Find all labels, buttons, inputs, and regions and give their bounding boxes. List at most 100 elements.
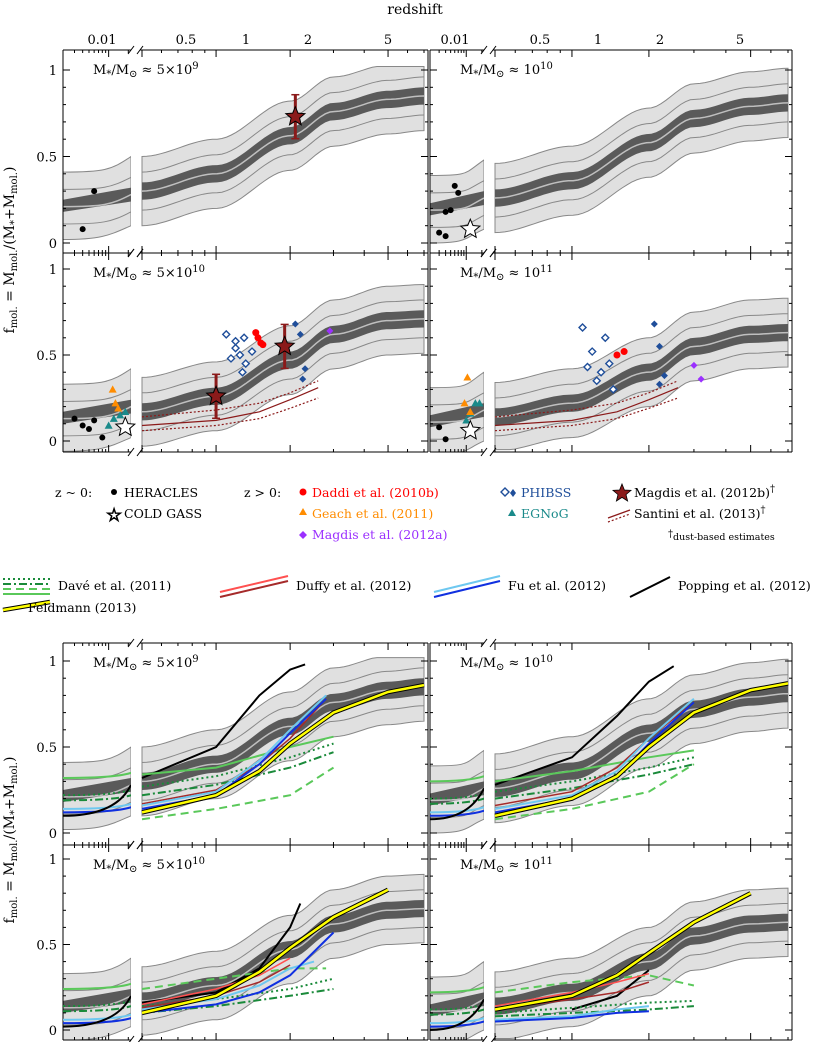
phibss-point	[291, 320, 299, 328]
model-band-upper-line	[141, 76, 425, 173]
cold-gass-point	[114, 415, 137, 437]
model-band-outer	[141, 66, 425, 227]
local-model-curve	[430, 1008, 484, 1016]
axis-break-mark	[127, 45, 135, 55]
x-tick-label-1-right: 1	[594, 33, 602, 48]
panel-3: M*/M⊙ ≈ 1011	[429, 248, 793, 457]
model-band-inner	[495, 913, 788, 1015]
legend-magdis-a: Magdis et al. (2012a)	[312, 527, 447, 542]
egnog-point	[116, 411, 125, 419]
model-band-lower-line	[494, 940, 789, 1026]
magdis-b-point	[205, 385, 227, 406]
highz-region	[141, 66, 425, 227]
local-model-curve	[63, 771, 131, 779]
axis-break-mark	[489, 45, 497, 55]
local-model-curve	[63, 794, 131, 802]
y-axis-title-top: fmol. = Mmol./(M*+Mmol.)	[2, 167, 20, 334]
x-tick-label-0.01-left: 0.01	[88, 33, 117, 48]
local-band-lower-line	[63, 211, 131, 225]
mass-label: M*/M⊙ ≈ 5×1010	[93, 856, 205, 875]
legend-fu-line-2	[433, 580, 501, 598]
legend-dave: Davé et al. (2011)	[58, 578, 171, 593]
heracles-point	[91, 417, 98, 424]
local-band-upper-line	[430, 180, 484, 194]
y-tick-label: 0	[49, 237, 57, 252]
y-tick-label: 0	[49, 1024, 57, 1039]
phibss-point	[582, 362, 592, 372]
legend-santini-line-2	[607, 513, 631, 523]
phibss-point	[578, 322, 588, 332]
model-median-line	[494, 102, 789, 199]
x-tick-label-0.01-right: 0.01	[441, 33, 470, 48]
y-tick-label: 1	[49, 853, 57, 868]
axis-break-mark	[127, 248, 135, 258]
y-tick-label: 0.5	[36, 939, 57, 954]
legend-duffy-line-1	[219, 575, 289, 593]
model-band-inner	[495, 94, 788, 207]
santini-line	[494, 387, 679, 427]
phibss-point	[587, 347, 597, 357]
model-curve	[141, 903, 302, 1004]
heracles-point	[442, 233, 449, 240]
mass-label: M*/M⊙ ≈ 1011	[460, 856, 553, 875]
model-curve	[494, 749, 695, 783]
local-region	[63, 957, 131, 1040]
model-curve	[141, 663, 306, 779]
legend-magdis-b: Magdis et al. (2012b)†	[634, 484, 775, 500]
legend-geach: Geach et al. (2011)	[312, 506, 433, 521]
daddi-point	[620, 348, 628, 356]
santini-dotted-line	[141, 397, 319, 432]
feldmann-curve	[494, 682, 789, 818]
x-tick-label-0.5-right: 0.5	[530, 33, 551, 48]
model-band-lower-line	[141, 705, 425, 801]
heracles-point	[455, 189, 462, 196]
heracles-point	[442, 436, 449, 443]
legend-fu: Fu et al. (2012)	[508, 578, 606, 593]
geach-point	[108, 385, 117, 393]
axis-break-mark	[127, 638, 135, 648]
mass-label: M*/M⊙ ≈ 1011	[460, 264, 553, 283]
x-tick-label-2-left: 2	[304, 33, 312, 48]
legend-highz-label: z > 0:	[244, 485, 281, 500]
heracles-point	[79, 422, 86, 429]
feldmann-curve	[494, 892, 752, 1011]
y-tick-label: 1	[49, 263, 57, 278]
local-model-curve	[430, 986, 484, 994]
local-model-curve	[430, 1020, 484, 1028]
model-curve	[141, 735, 334, 776]
model-curve	[141, 964, 291, 1009]
local-model-curve	[430, 998, 484, 1031]
geach-point	[463, 373, 472, 381]
heracles-point	[436, 424, 443, 431]
legend-magdis-b-marker	[611, 482, 633, 502]
axis-break-mark	[128, 1035, 135, 1042]
highz-region	[141, 283, 425, 447]
geach-point	[460, 399, 469, 407]
legend-phibss: PHIBSS	[521, 485, 571, 500]
phibss-point	[231, 336, 241, 346]
models-legend: Davé et al. (2011) Feldmann (2013) Duffy…	[2, 575, 811, 615]
local-models	[63, 982, 131, 1028]
observations	[71, 320, 334, 441]
phibss-point	[221, 329, 231, 339]
daddi-point	[613, 351, 621, 359]
model-band-inner	[495, 324, 788, 426]
geach-point	[114, 404, 123, 412]
heracles-point	[442, 208, 449, 215]
observations-legend: z ~ 0: HERACLES ☆ COLD GASS z > 0: Daddi…	[55, 482, 775, 543]
y-tick-label: 0.5	[36, 349, 57, 364]
magdis-a-point	[690, 361, 698, 369]
phibss-point	[241, 359, 251, 369]
local-models	[430, 986, 484, 1031]
y-tick-label: 0	[49, 827, 57, 842]
axis-break-mark	[136, 248, 144, 258]
legend-phibss-filled-marker	[510, 489, 516, 497]
egnog-point	[109, 414, 118, 422]
phibss-point	[239, 333, 249, 343]
heracles-point	[79, 226, 86, 233]
axis-break-mark	[489, 248, 497, 258]
panel-2: 0 0.5 1 M*/M⊙ ≈ 5×1010	[36, 248, 429, 457]
highz-region	[494, 297, 789, 451]
local-model-curve	[430, 809, 484, 817]
